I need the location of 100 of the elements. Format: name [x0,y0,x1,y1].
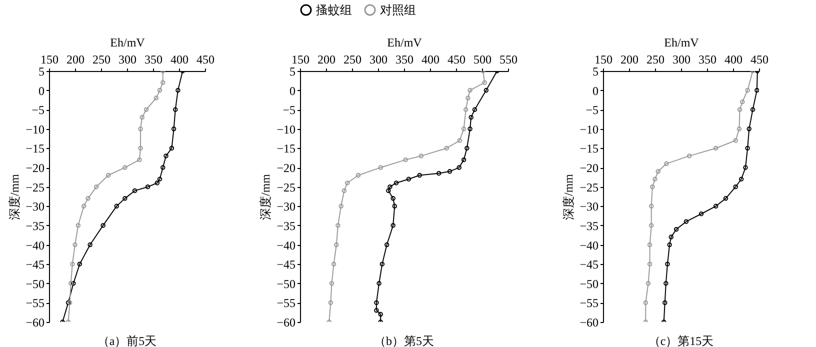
y-tick-label: −25 [276,180,296,194]
y-tick-label: −45 [580,258,598,272]
point [667,242,672,248]
point [376,281,382,286]
point [169,146,174,151]
y-tick-label: 5 [38,64,44,78]
point [750,107,756,112]
point [464,107,468,112]
point [417,172,422,178]
point [468,114,474,120]
point [137,157,142,162]
x-tick-label: 350 [396,52,414,66]
point [122,196,128,201]
point [468,88,472,93]
point [745,88,750,93]
point [94,184,99,190]
point [86,196,90,201]
point [698,212,704,216]
y-tick-label: 0 [592,84,598,98]
y-tick-label: −15 [580,142,598,156]
point [157,88,162,93]
point [157,176,162,182]
point [374,308,379,313]
x-tick-label: 400 [422,52,440,66]
y-tick-label: −5 [32,103,44,118]
point [733,184,738,190]
point [686,154,692,158]
y-tick-label: −60 [26,316,44,330]
point [662,300,668,306]
point [754,88,759,93]
y-tick-label: −55 [276,296,296,310]
y-tick-label: −10 [580,122,598,136]
x-tick-label: 400 [724,52,742,66]
text: （c）第15天 [648,334,714,347]
point [740,100,745,104]
point [733,138,738,143]
point [140,114,144,120]
point [172,107,178,112]
y-tick-label: −45 [276,258,296,272]
point [723,196,728,201]
point [646,281,651,286]
point [650,184,655,190]
point [154,180,160,186]
point [390,223,396,228]
point [145,184,150,190]
point [71,281,76,286]
point [743,165,748,170]
legend-label: 搔蚊组 [316,3,352,17]
y-tick-label: −45 [26,258,44,272]
point [344,180,350,186]
y-tick-label: 0 [290,84,296,98]
point [388,184,392,190]
point [132,188,138,194]
y-tick-label: −5 [586,103,598,118]
point [114,204,119,209]
y-tick-label: −10 [26,122,44,136]
y-tick-label: −35 [580,218,598,233]
point [356,172,361,178]
point [334,242,339,248]
x-tick-label: 450 [750,52,768,66]
point [342,188,347,194]
point [736,126,742,132]
y-tick-label: 5 [290,64,296,78]
y-tick-label: −5 [282,103,296,118]
y-tick-label: −25 [580,180,598,194]
x-tick-label: 300 [370,52,388,66]
point [386,188,391,194]
point [154,96,158,100]
point [464,146,470,151]
point [461,126,466,132]
y-tick-label: 0 [38,84,44,98]
point [328,300,334,306]
y-axis-title: 深度/mm [562,173,576,220]
point [138,146,143,151]
point [461,157,466,162]
y-tick-label: −55 [580,296,598,310]
point [472,107,478,112]
y-tick-label: −15 [276,142,296,156]
y-tick-label: −35 [276,218,296,233]
x-tick-label: 200 [620,52,638,66]
x-tick-label: 550 [500,52,518,66]
point [656,169,660,174]
point [384,242,390,248]
point [737,107,742,112]
x-tick-label: 500 [474,52,492,66]
x-axis-title: Eh/mV [387,36,422,50]
point [138,126,143,132]
point [664,161,669,166]
y-tick-label: −30 [276,200,296,214]
point [144,107,149,112]
point [418,154,424,158]
point [484,88,489,93]
y-tick-label: −20 [26,161,44,176]
y-tick-label: −50 [26,276,44,291]
x-tick-label: 450 [448,52,466,66]
x-tick-label: 200 [318,52,336,66]
y-tick-label: −25 [26,180,44,194]
y-tick-label: −50 [276,276,296,291]
point [713,146,718,151]
point [746,126,752,132]
